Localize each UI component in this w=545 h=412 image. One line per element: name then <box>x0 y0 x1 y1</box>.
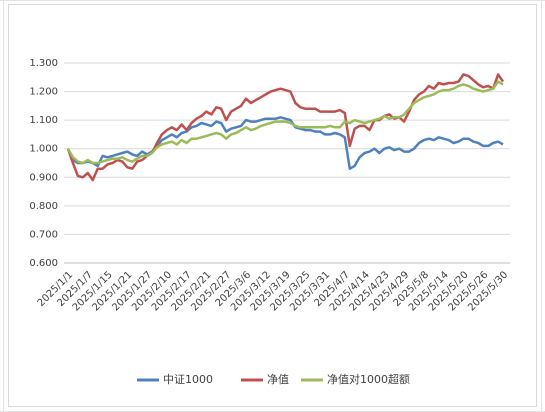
y-tick-label: 0.900 <box>29 172 58 183</box>
legend-label: 净值 <box>267 372 289 386</box>
y-tick-label: 1.200 <box>29 87 58 98</box>
y-tick-label: 0.600 <box>29 258 58 269</box>
legend-label: 净值对1000超额 <box>327 372 410 386</box>
y-tick-label: 0.800 <box>29 201 58 212</box>
y-tick-label: 1.100 <box>29 115 58 126</box>
legend: 中证1000 净值 净值对1000超额 <box>137 372 410 386</box>
series-line <box>66 80 504 165</box>
series-line <box>66 116 504 170</box>
y-tick-label: 1.300 <box>29 58 58 69</box>
y-tick-label: 0.700 <box>29 229 58 240</box>
legend-label: 中证1000 <box>163 373 213 386</box>
series-line <box>66 73 505 182</box>
y-tick-label: 1.000 <box>29 144 58 155</box>
